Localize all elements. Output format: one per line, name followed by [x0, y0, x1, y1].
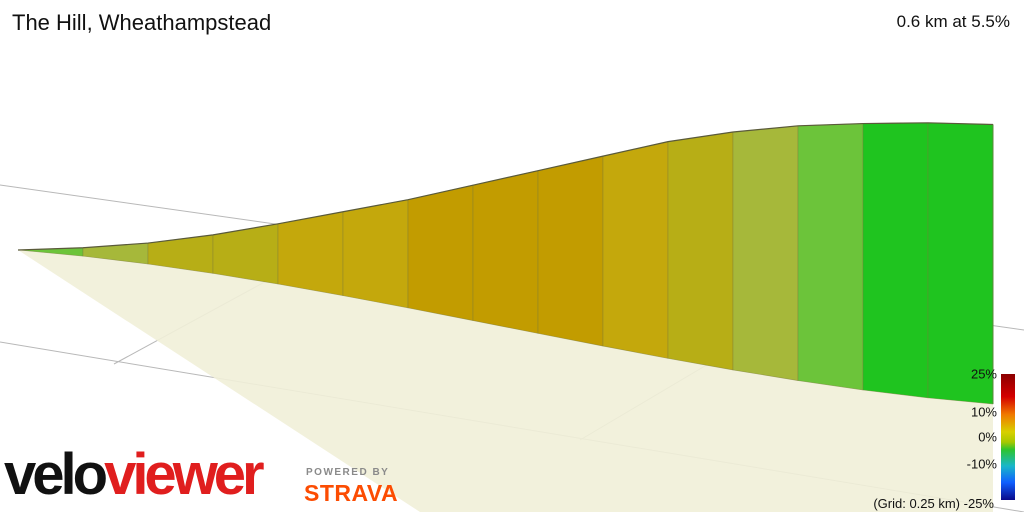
profile-segment — [797, 123, 864, 391]
ground-shadow — [18, 250, 993, 512]
profile-segment — [472, 170, 539, 334]
legend-label-0: 0% — [978, 429, 997, 445]
strava-logo[interactable]: STRAVA — [304, 480, 399, 506]
powered-by-label: POWERED BY — [306, 467, 390, 478]
legend-label-10: 10% — [970, 404, 997, 420]
legend-label-max: 25% — [970, 366, 997, 382]
grid-note-text: (Grid: 0.25 km) — [873, 496, 961, 511]
logo-viewer: viewer — [104, 442, 265, 507]
profile-top-line — [17, 122, 994, 251]
profile-segment — [667, 131, 734, 371]
segment-summary: 0.6 km at 5.5% — [896, 12, 1010, 31]
veloviewer-logo[interactable]: veloviewer — [4, 446, 265, 504]
profile-segment — [602, 141, 669, 359]
gradient-legend-labels: 25% 10% 0% -10% — [955, 366, 997, 506]
grid-scale-note: (Grid: 0.25 km) -25% — [873, 496, 994, 511]
legend-label-neg10: -10% — [966, 456, 997, 472]
profile-segment — [732, 125, 799, 381]
legend-label-min: -25% — [963, 496, 994, 511]
profile-segment — [342, 199, 409, 309]
profile-segment — [537, 155, 604, 347]
profile-segment — [277, 211, 344, 296]
segment-title: The Hill, Wheathampstead — [12, 10, 272, 35]
profile-segment — [927, 122, 994, 405]
logo-velo: velo — [4, 442, 108, 507]
profile-segment — [407, 184, 474, 321]
gradient-legend-bar — [1001, 374, 1015, 500]
profile-segment — [862, 122, 929, 399]
